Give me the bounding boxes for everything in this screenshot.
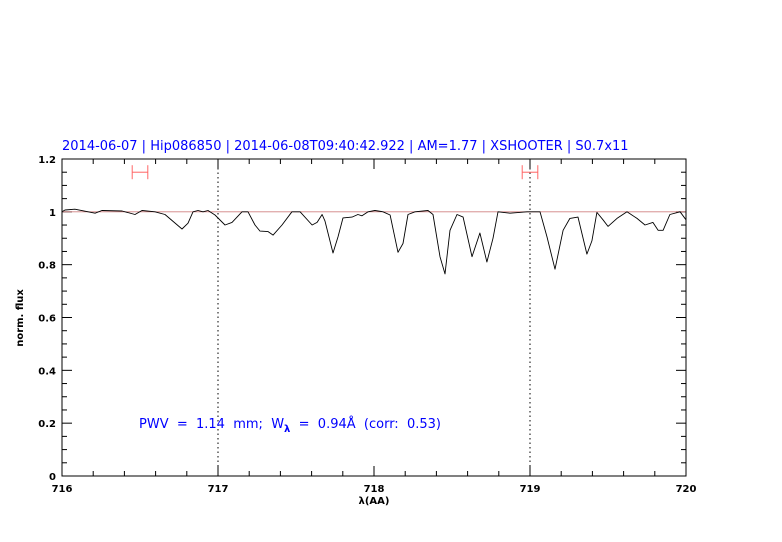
y-tick-label: 0.2: [38, 419, 56, 430]
x-tick-label: 719: [520, 484, 541, 495]
annotation-prefix: PWV = 1.14 mm; W: [139, 417, 284, 432]
y-tick-label: 0.6: [38, 314, 56, 325]
spectrum-line: [61, 208, 687, 275]
pwv-annotation: PWV = 1.14 mm; Wλ = 0.94Å (corr: 0.53): [139, 416, 441, 435]
annotation-subscript: λ: [284, 424, 291, 435]
x-tick-label: 720: [676, 484, 697, 495]
axis-ticks: 716 717 718 719 720 0 0.2 0.4 0.6 0.8 1 1.2: [38, 155, 696, 495]
y-tick-label: 1.2: [38, 155, 56, 166]
chart-title: 2014-06-07 | Hip086850 | 2014-06-08T09:4…: [62, 139, 629, 154]
plot-frame: [61, 158, 687, 477]
y-tick-label: 0.8: [38, 261, 56, 272]
y-tick-label: 1: [49, 208, 56, 219]
error-bar: [521, 165, 539, 180]
y-tick-label: 0: [49, 472, 56, 483]
y-axis-label: norm. flux: [15, 289, 26, 347]
annotation-suffix: = 0.94Å (corr: 0.53): [290, 416, 441, 432]
x-axis-label: λ(AA): [359, 496, 390, 507]
x-tick-label: 718: [364, 484, 385, 495]
y-tick-label: 0.4: [38, 366, 56, 377]
x-tick-label: 717: [208, 484, 229, 495]
error-bar: [131, 165, 149, 180]
x-tick-label: 716: [52, 484, 73, 495]
plot-marks: [61, 159, 687, 476]
